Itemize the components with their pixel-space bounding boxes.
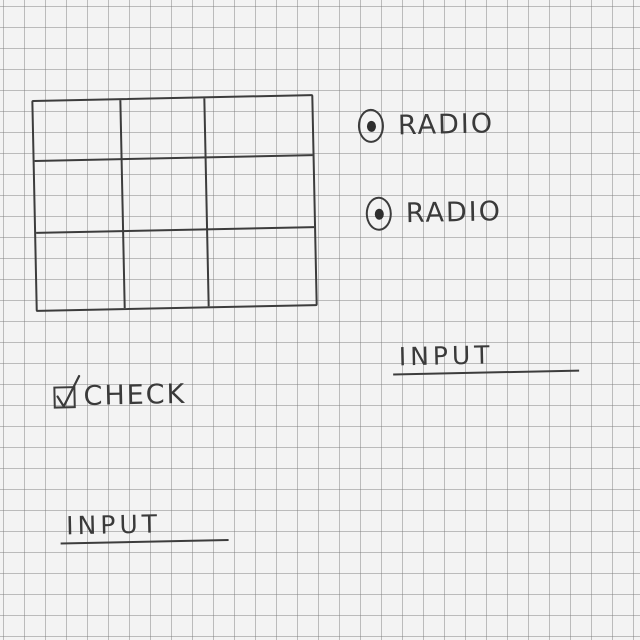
- text-input-right[interactable]: INPUT: [392, 339, 580, 376]
- sketch-table: [31, 94, 318, 312]
- radio-dot-icon: [374, 208, 384, 220]
- table-column-divider: [203, 98, 210, 307]
- input-label: INPUT: [398, 340, 494, 372]
- radio-button[interactable]: [365, 196, 393, 232]
- table-row-divider: [36, 226, 315, 234]
- radio-option-2[interactable]: RADIO: [365, 194, 503, 232]
- checkbox[interactable]: [53, 374, 81, 409]
- radio-option-1[interactable]: RADIO: [357, 106, 495, 144]
- input-label: INPUT: [65, 509, 162, 541]
- checkmark-icon: [56, 374, 81, 407]
- table-row-divider: [34, 154, 313, 162]
- checkbox-option[interactable]: CHECK: [53, 374, 187, 413]
- radio-label: RADIO: [397, 107, 495, 141]
- text-input-left[interactable]: INPUT: [60, 508, 229, 545]
- radio-dot-icon: [366, 120, 376, 132]
- table-column-divider: [119, 100, 126, 309]
- radio-button[interactable]: [357, 108, 385, 144]
- radio-label: RADIO: [405, 195, 503, 229]
- checkbox-label: CHECK: [83, 378, 187, 412]
